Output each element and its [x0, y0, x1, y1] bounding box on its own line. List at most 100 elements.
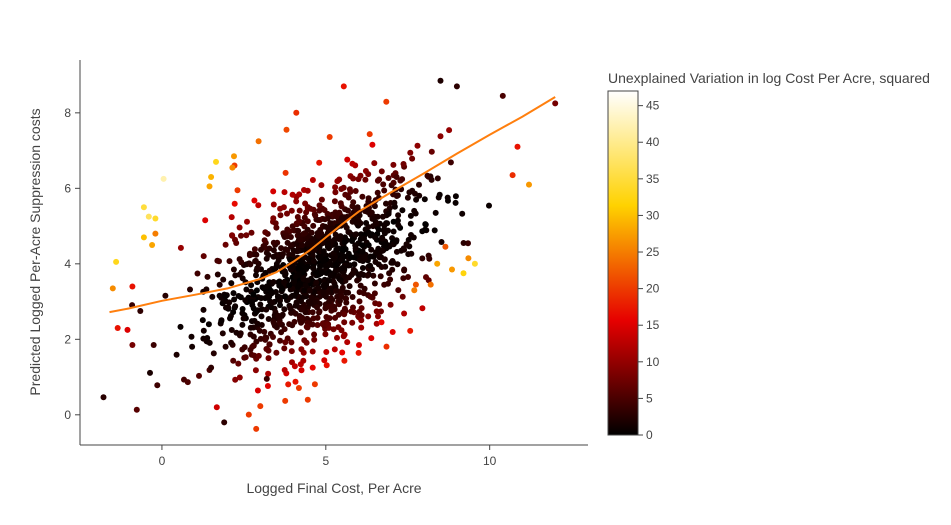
data-point	[263, 375, 270, 382]
data-point	[277, 320, 283, 326]
data-point	[216, 258, 222, 265]
data-point	[251, 197, 258, 204]
data-point	[419, 228, 426, 235]
data-point	[243, 232, 250, 239]
data-point	[270, 334, 276, 340]
data-point	[444, 194, 451, 201]
data-point	[296, 191, 303, 198]
data-point	[449, 266, 455, 273]
x-tick-label: 5	[322, 454, 329, 468]
data-point	[227, 315, 233, 322]
data-point	[349, 237, 356, 243]
data-point	[340, 246, 347, 253]
colorbar: Unexplained Variation in log Cost Per Ac…	[607, 70, 930, 442]
data-point	[337, 277, 344, 284]
x-axis-title: Logged Final Cost, Per Acre	[246, 480, 421, 496]
data-point	[216, 292, 223, 299]
data-point	[228, 214, 235, 221]
data-point	[407, 149, 414, 156]
data-point	[264, 383, 271, 389]
data-point	[318, 182, 325, 189]
data-point	[255, 352, 262, 359]
data-point	[345, 207, 351, 214]
data-point	[509, 172, 516, 179]
data-point	[281, 293, 288, 300]
data-point	[309, 309, 316, 316]
data-point	[399, 293, 406, 300]
data-point	[225, 304, 232, 311]
data-point	[109, 285, 116, 292]
data-point	[293, 289, 300, 296]
data-point	[282, 397, 289, 404]
data-point	[263, 283, 270, 290]
data-point	[152, 230, 159, 237]
data-point	[199, 317, 206, 324]
data-point	[409, 155, 416, 162]
data-point	[381, 281, 388, 288]
data-point	[365, 242, 372, 249]
data-point	[344, 156, 351, 163]
data-point	[421, 196, 428, 203]
data-point	[358, 305, 365, 312]
data-point	[316, 202, 323, 209]
data-point	[359, 193, 366, 200]
data-point	[302, 282, 309, 289]
data-point	[356, 342, 362, 348]
data-point	[379, 213, 386, 220]
data-point	[124, 326, 131, 333]
data-point	[288, 348, 295, 355]
data-point	[173, 351, 180, 358]
data-point	[356, 289, 363, 296]
data-point	[265, 252, 272, 258]
axes-layer	[79, 60, 588, 446]
data-point	[277, 212, 284, 219]
data-point	[254, 387, 261, 394]
data-point	[229, 232, 235, 239]
data-point	[318, 269, 325, 276]
data-point	[222, 293, 229, 300]
data-point	[287, 305, 294, 312]
data-point	[256, 327, 263, 334]
data-point	[306, 287, 313, 294]
data-point	[408, 250, 415, 257]
data-point	[391, 199, 398, 206]
data-point	[352, 231, 359, 238]
data-point	[243, 286, 250, 293]
data-point	[270, 215, 277, 222]
data-point	[331, 346, 338, 353]
y-tick-label: 6	[64, 181, 71, 195]
data-point	[314, 304, 320, 311]
data-point	[380, 181, 387, 188]
data-point	[383, 98, 390, 105]
data-point	[266, 267, 273, 274]
data-point	[339, 265, 346, 271]
data-point	[323, 293, 330, 300]
data-point	[447, 159, 454, 166]
data-point	[269, 299, 276, 306]
data-point	[184, 379, 191, 386]
data-point	[348, 254, 354, 261]
colorbar-tick-label: 45	[646, 99, 660, 113]
data-point	[277, 302, 283, 309]
data-point	[194, 270, 201, 277]
data-point	[405, 274, 411, 280]
data-point	[268, 304, 275, 311]
data-point	[318, 196, 325, 203]
data-point	[428, 176, 435, 183]
data-point	[253, 272, 259, 279]
data-point	[257, 403, 264, 410]
data-point	[499, 92, 506, 99]
data-point	[357, 220, 364, 227]
data-point	[296, 207, 303, 214]
data-point	[270, 319, 277, 325]
data-point	[459, 210, 466, 217]
data-point	[381, 222, 388, 229]
y-ticks: 0 2 4 6 8	[64, 106, 80, 422]
data-point	[252, 367, 259, 374]
data-point	[213, 158, 219, 165]
x-tick-label: 0	[159, 454, 166, 468]
data-point	[375, 226, 382, 233]
data-point	[278, 329, 285, 336]
data-point	[314, 322, 321, 328]
data-point	[399, 207, 406, 214]
